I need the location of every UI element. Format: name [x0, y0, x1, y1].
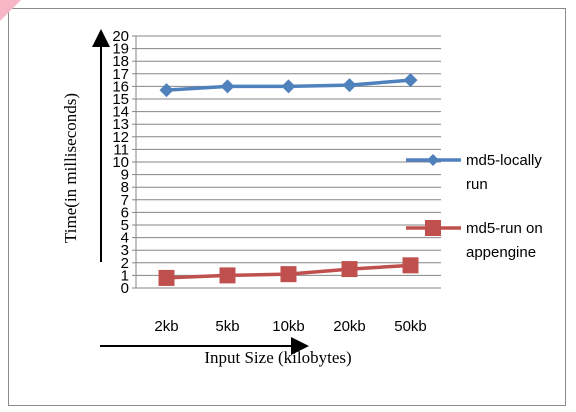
data-point-diamond	[403, 73, 418, 88]
y-tick-label: 4	[121, 230, 129, 247]
y-tick-label: 20	[112, 28, 129, 45]
y-tick-label: 11	[113, 141, 129, 158]
x-tick-label: 50kb	[394, 318, 427, 335]
x-tick-label: 2kb	[154, 318, 178, 335]
y-tick-label: 13	[112, 116, 129, 133]
x-tick-label: 5kb	[215, 318, 239, 335]
y-tick-label: 6	[121, 204, 129, 221]
data-point-square	[158, 269, 175, 286]
y-tick-label: 7	[121, 192, 129, 209]
y-tick-label: 3	[121, 242, 129, 259]
y-tick-label: 2	[121, 255, 129, 272]
y-tick-label: 16	[112, 78, 129, 95]
x-tick-label: 20kb	[333, 318, 366, 335]
x-tick-label: 10kb	[272, 318, 305, 335]
data-point-diamond	[159, 83, 174, 98]
y-tick-label: 10	[112, 154, 129, 171]
x-axis-title: Input Size (kilobytes)	[204, 348, 351, 367]
legend: md5-locally run md5-run on appengine	[406, 152, 543, 261]
legend-marker-square	[425, 220, 441, 236]
y-tick-label: 1	[121, 267, 129, 284]
legend-marker-diamond	[427, 154, 439, 166]
y-tick-label: 0	[121, 280, 129, 297]
data-point-square	[219, 267, 236, 284]
y-tick-label: 8	[121, 179, 129, 196]
data-point-square	[402, 257, 419, 274]
y-tick-label: 5	[121, 217, 129, 234]
y-tick-label: 9	[121, 167, 129, 184]
y-tick-label: 19	[112, 41, 129, 58]
data-point-diamond	[220, 79, 235, 94]
data-point-square	[280, 266, 297, 283]
y-tick-label: 12	[112, 129, 129, 146]
x-tick-labels: 2kb 5kb 10kb 20kb 50kb	[154, 318, 426, 335]
y-axis-title: Time(in milliseconds)	[61, 93, 80, 243]
legend-item: md5-locally run	[406, 152, 542, 193]
gridlines	[136, 35, 441, 276]
data-point-diamond	[342, 78, 357, 93]
corner-decoration	[0, 0, 30, 22]
series-layer	[158, 73, 419, 286]
legend-label: md5-run on appengine	[466, 220, 543, 261]
legend-item: md5-run on appengine	[406, 220, 543, 261]
legend-label: md5-locally run	[466, 152, 542, 193]
y-tick-label: 15	[112, 91, 129, 108]
data-point-diamond	[281, 79, 296, 94]
y-tick-label: 17	[112, 66, 129, 83]
y-tick-label: 14	[112, 104, 129, 121]
data-point-square	[341, 261, 358, 278]
y-tick-label: 18	[112, 53, 129, 70]
